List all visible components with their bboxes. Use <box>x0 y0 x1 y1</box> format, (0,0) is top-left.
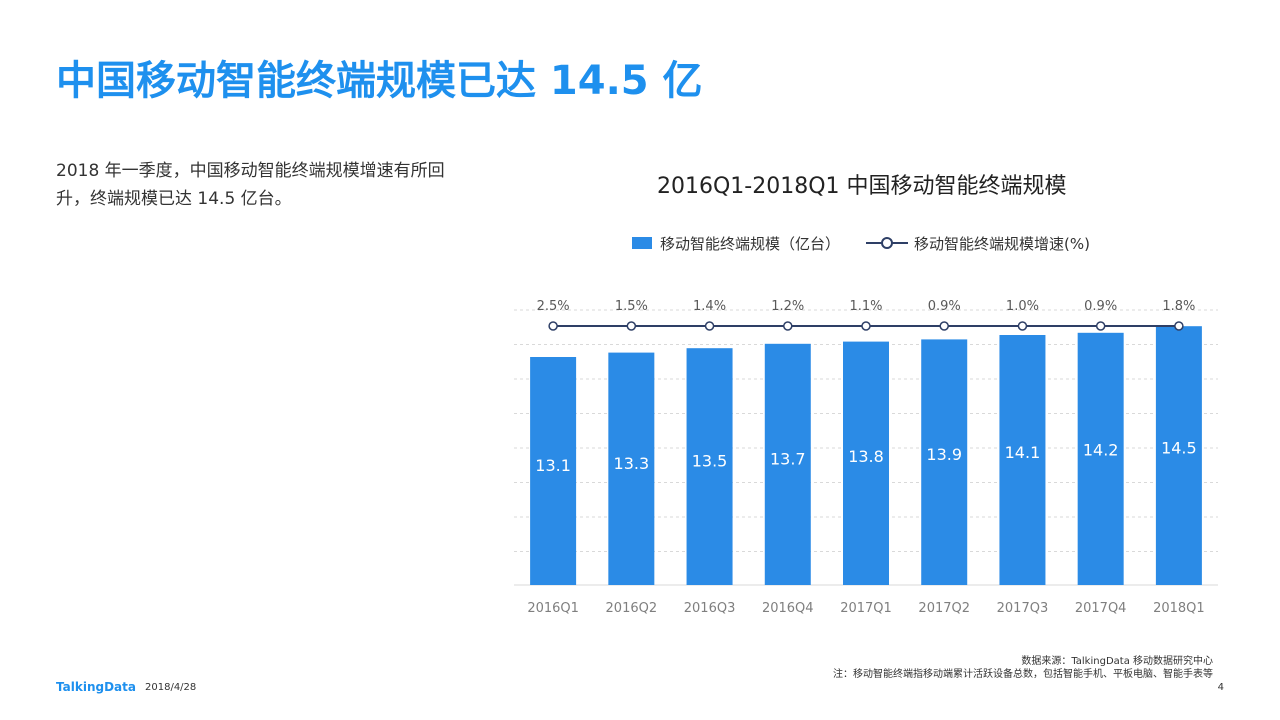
growth-label: 0.9% <box>928 299 961 314</box>
bar-value-label: 13.3 <box>614 454 650 473</box>
bar <box>764 343 811 585</box>
bar <box>999 335 1046 585</box>
bar <box>530 357 577 585</box>
page-number: 4 <box>1217 682 1224 693</box>
chart-legend: 移动智能终端规模（亿台） 移动智能终端规模增速(%) <box>632 232 1090 254</box>
bar <box>608 352 655 585</box>
growth-point <box>861 321 871 331</box>
bar-value-label: 13.5 <box>692 452 728 471</box>
bar <box>686 348 733 585</box>
chart-title: 2016Q1-2018Q1 中国移动智能终端规模 <box>657 174 1067 199</box>
x-tick-label: 2016Q1 <box>527 601 579 616</box>
x-tick-label: 2016Q4 <box>762 601 814 616</box>
legend-line-swatch <box>866 236 909 250</box>
legend-bar-swatch <box>632 237 652 249</box>
growth-label: 1.8% <box>1162 299 1195 314</box>
bar-value-label: 14.5 <box>1161 438 1197 457</box>
growth-point <box>1174 321 1184 331</box>
legend-line-label: 移动智能终端规模增速(%) <box>914 234 1090 253</box>
growth-label: 2.5% <box>537 299 570 314</box>
x-tick-label: 2017Q2 <box>918 601 970 616</box>
x-tick-label: 2017Q4 <box>1075 601 1127 616</box>
brand-logo: TalkingData <box>56 680 136 694</box>
bar-value-label: 13.7 <box>770 449 806 468</box>
growth-label: 1.5% <box>615 299 648 314</box>
growth-label: 1.4% <box>693 299 726 314</box>
summary-text: 2018 年一季度，中国移动智能终端规模增速有所回升，终端规模已达 14.5 亿… <box>56 161 445 209</box>
legend-bar-label: 移动智能终端规模（亿台） <box>660 234 841 253</box>
page-title: 中国移动智能终端规模已达 14.5 亿 <box>56 58 703 104</box>
bar <box>843 341 889 585</box>
x-tick-label: 2018Q1 <box>1153 601 1205 616</box>
bar-value-label: 13.8 <box>848 447 884 466</box>
x-tick-label: 2017Q3 <box>997 601 1049 616</box>
note-text: 注：移动智能终端指移动端累计活跃设备总数，包括智能手机、平板电脑、智能手表等 <box>833 669 1213 680</box>
bar <box>1155 326 1202 585</box>
bar-value-label: 13.9 <box>926 445 962 464</box>
bar-value-label: 13.1 <box>535 456 571 475</box>
growth-point <box>626 321 637 331</box>
footer-date: 2018/4/28 <box>145 682 197 693</box>
growth-point <box>1095 321 1106 331</box>
source-text: 数据来源：TalkingData 移动数据研究中心 <box>1021 656 1213 667</box>
growth-label: 1.2% <box>771 299 804 314</box>
growth-point <box>783 321 793 331</box>
bar <box>1077 332 1124 585</box>
growth-point <box>704 321 715 331</box>
x-tick-label: 2016Q2 <box>606 601 658 616</box>
x-tick-label: 2016Q3 <box>684 601 736 616</box>
growth-point <box>1017 321 1028 331</box>
growth-label: 1.1% <box>849 299 882 314</box>
growth-label: 1.0% <box>1006 299 1039 314</box>
growth-point <box>548 321 558 331</box>
growth-label: 0.9% <box>1084 299 1117 314</box>
footer-source: 数据来源：TalkingData 移动数据研究中心 注：移动智能终端指移动端累计… <box>833 655 1213 681</box>
bar <box>921 339 968 585</box>
bar-value-label: 14.1 <box>1005 443 1041 462</box>
growth-point <box>939 321 949 331</box>
bar-value-label: 14.2 <box>1083 441 1119 460</box>
terminal-scale-chart: 13.1 2016Q1 2.5% 13.3 2016Q2 1.5% 13.5 2016Q3 1.… <box>514 299 1218 616</box>
x-tick-label: 2017Q1 <box>840 601 892 616</box>
